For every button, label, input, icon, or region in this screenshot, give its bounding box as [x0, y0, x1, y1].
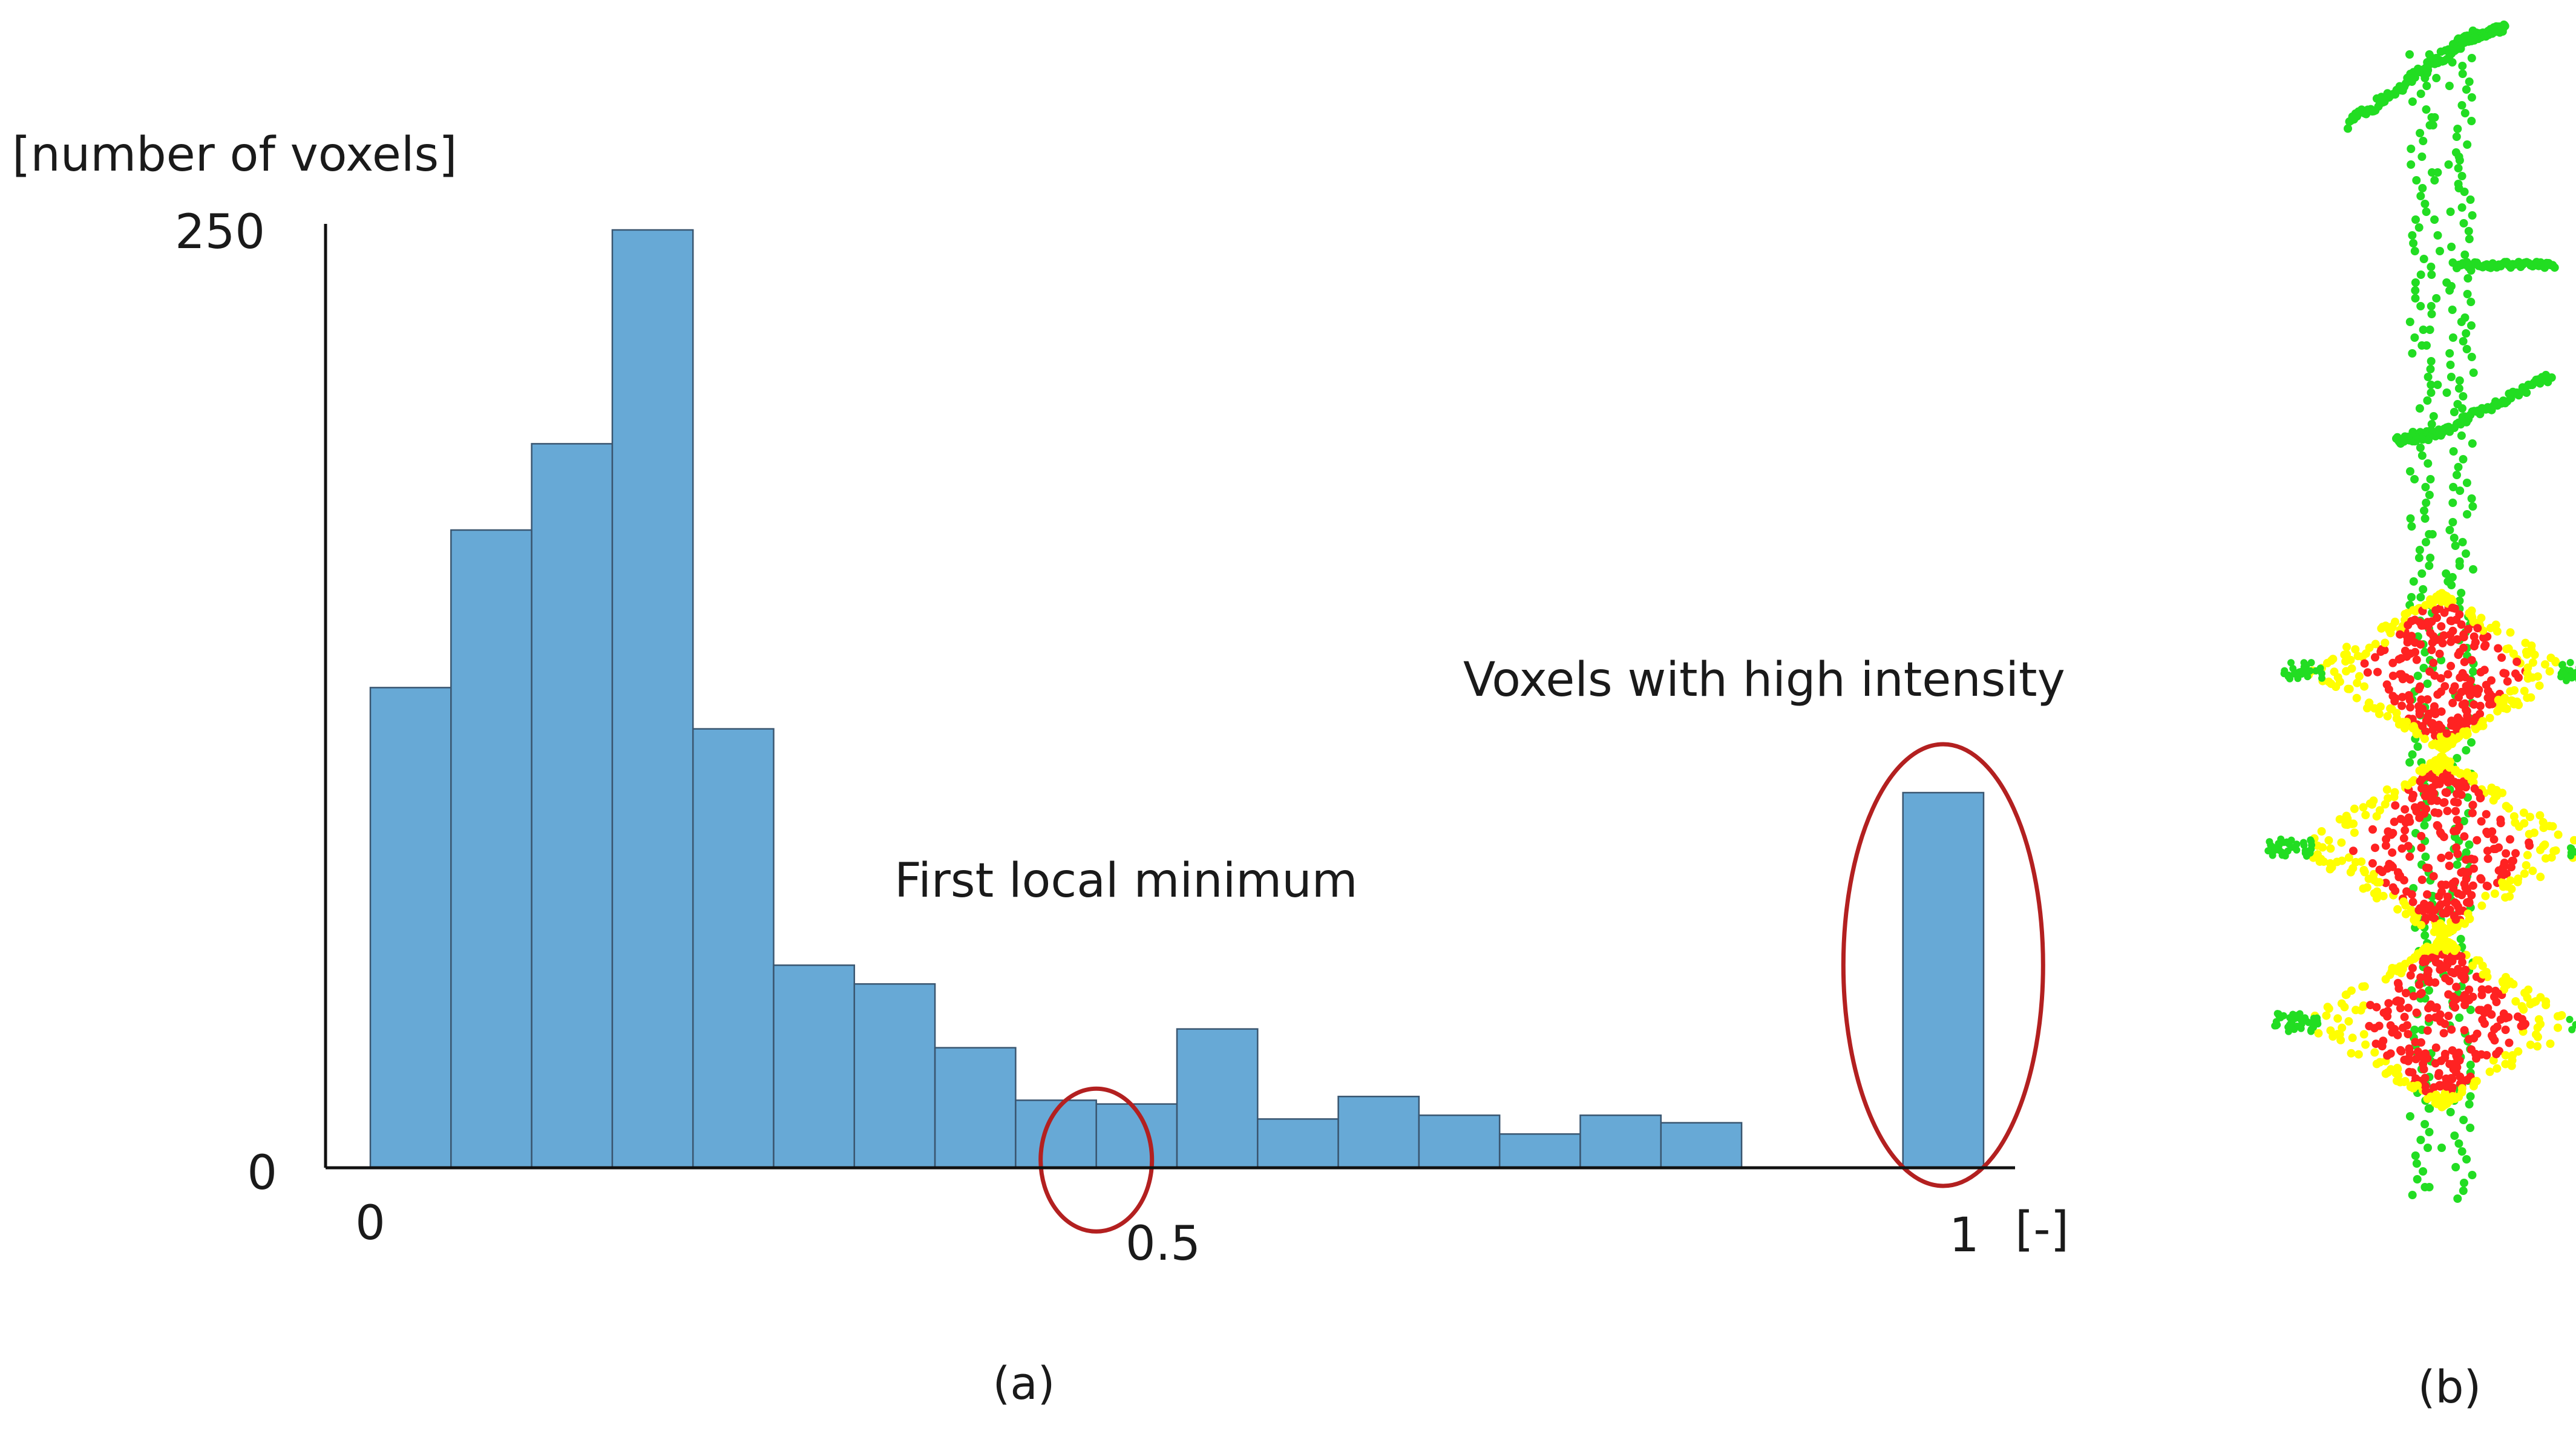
histogram-bar: [1579, 1114, 1662, 1169]
point-cloud-illustration: [2264, 20, 2576, 1203]
y-axis-label: [number of voxels]: [12, 128, 457, 182]
histogram-bar: [611, 229, 694, 1169]
histogram-bar: [1660, 1122, 1743, 1169]
histogram-bar: [692, 728, 775, 1169]
histogram-bar: [1337, 1095, 1420, 1169]
x-tick-label-1: 1: [1949, 1208, 1979, 1263]
x-tick-label-0.5: 0.5: [1126, 1217, 1201, 1271]
annotation-high-intensity: Voxels with high intensity: [1463, 653, 2065, 707]
highlight-ellipse: [1038, 1086, 1155, 1234]
highlight-ellipse: [1841, 742, 2045, 1188]
histogram-bar: [1257, 1118, 1339, 1169]
panel-caption-a: (a): [992, 1358, 1055, 1410]
histogram-bar: [1498, 1133, 1581, 1169]
histogram-bar: [853, 983, 936, 1169]
histogram-bar: [531, 443, 614, 1169]
panel-caption-b: (b): [2418, 1361, 2482, 1413]
histogram-bars: [369, 229, 1985, 1169]
x-tick-label-0: 0: [355, 1196, 385, 1251]
histogram-bar: [1902, 791, 1985, 1169]
x-axis-unit-label: [-]: [2015, 1202, 2069, 1257]
histogram-bar: [369, 687, 452, 1169]
histogram-bar: [1418, 1114, 1501, 1169]
histogram-bar: [1176, 1028, 1259, 1169]
y-tick-label-min: 0: [247, 1146, 277, 1200]
histogram-bar: [1095, 1103, 1178, 1169]
y-tick-label-max: 250: [175, 205, 265, 260]
highlight-rings: [1038, 742, 2045, 1234]
histogram-bar: [773, 964, 856, 1169]
histogram-bar: [450, 529, 533, 1169]
annotation-first-local-minimum: First local minimum: [894, 854, 1358, 908]
histogram-bar: [934, 1047, 1017, 1169]
